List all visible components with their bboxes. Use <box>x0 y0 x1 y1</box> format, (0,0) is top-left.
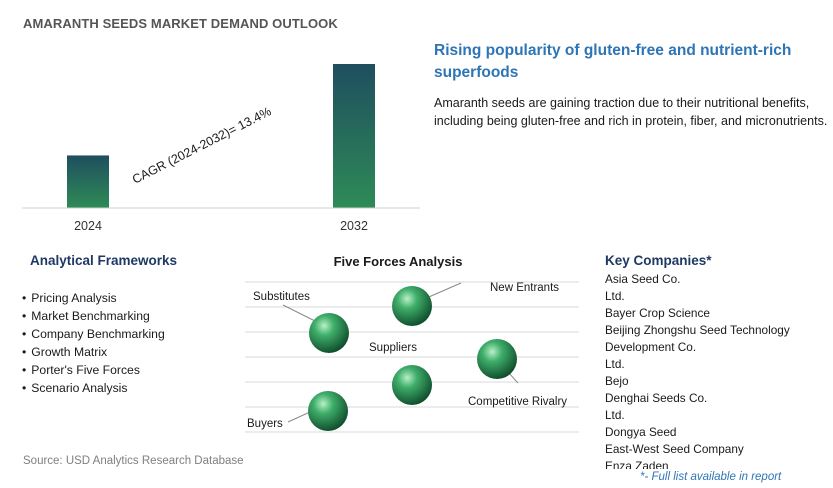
five-forces-title: Five Forces Analysis <box>333 254 463 269</box>
competitive-rivalry-ball <box>477 339 517 379</box>
headline: Rising popularity of gluten-free and nut… <box>434 42 792 81</box>
new-entrants-label: New Entrants <box>490 282 559 294</box>
framework-item: Company Benchmarking <box>22 325 164 343</box>
substitutes-ball <box>309 313 349 353</box>
framework-item: Market Benchmarking <box>22 307 165 325</box>
company-line: Bejo <box>605 374 629 388</box>
framework-item: Growth Matrix <box>22 343 165 361</box>
source-note: Source: USD Analytics Research Database <box>23 455 244 467</box>
company-line: Enza Zaden <box>605 459 669 469</box>
page-title: AMARANTH SEEDS MARKET DEMAND OUTLOOK <box>23 16 338 31</box>
key-companies-title: Key Companies* <box>605 253 712 268</box>
suppliers-label: Suppliers <box>369 342 417 354</box>
description: Amaranth seeds are gaining traction due … <box>434 96 828 128</box>
company-line: East-West Seed Company <box>605 442 744 456</box>
bar-2032 <box>333 64 375 208</box>
company-line: Ltd. <box>605 408 625 422</box>
company-line: Denghai Seeds Co. <box>605 391 708 405</box>
analytical-frameworks-title: Analytical Frameworks <box>30 253 178 268</box>
analytical-frameworks-list: Pricing Analysis Market Benchmarking Com… <box>22 289 165 397</box>
x-tick-label: 2024 <box>74 219 102 233</box>
company-line: Bayer Crop Science <box>605 306 710 320</box>
key-companies-box: Asia Seed Co. Ltd. Bayer Crop Science Be… <box>605 271 830 469</box>
company-line: Ltd. <box>605 357 625 371</box>
framework-item: Scenario Analysis <box>22 379 165 397</box>
key-companies-list: Asia Seed Co. Ltd. Bayer Crop Science Be… <box>605 271 830 469</box>
company-line: Dongya Seed <box>605 425 677 439</box>
five-forces-diagram: Substitutes New Entrants Suppliers Compe… <box>245 281 579 433</box>
suppliers-ball <box>392 365 432 405</box>
full-list-footnote: *- Full list available in report <box>640 471 782 483</box>
new-entrants-ball <box>392 286 432 326</box>
cagr-annotation: CAGR (2024-2032)= 13.4% <box>130 104 273 186</box>
company-line: Beijing Zhongshu Seed Technology <box>605 323 790 337</box>
buyers-label: Buyers <box>247 418 283 430</box>
company-line: Ltd. <box>605 289 625 303</box>
demand-bar-chart: 2024 2032 CAGR (2024-2032)= 13.4% <box>22 64 420 233</box>
company-line: Development Co. <box>605 340 697 354</box>
framework-item: Porter's Five Forces <box>22 361 165 379</box>
buyers-ball <box>308 391 348 431</box>
substitutes-label: Substitutes <box>253 291 310 303</box>
bar-2024 <box>67 155 109 208</box>
framework-item: Pricing Analysis <box>22 289 165 307</box>
competitive-rivalry-label: Competitive Rivalry <box>468 396 567 408</box>
company-line: Asia Seed Co. <box>605 272 681 286</box>
x-tick-label: 2032 <box>340 219 368 233</box>
